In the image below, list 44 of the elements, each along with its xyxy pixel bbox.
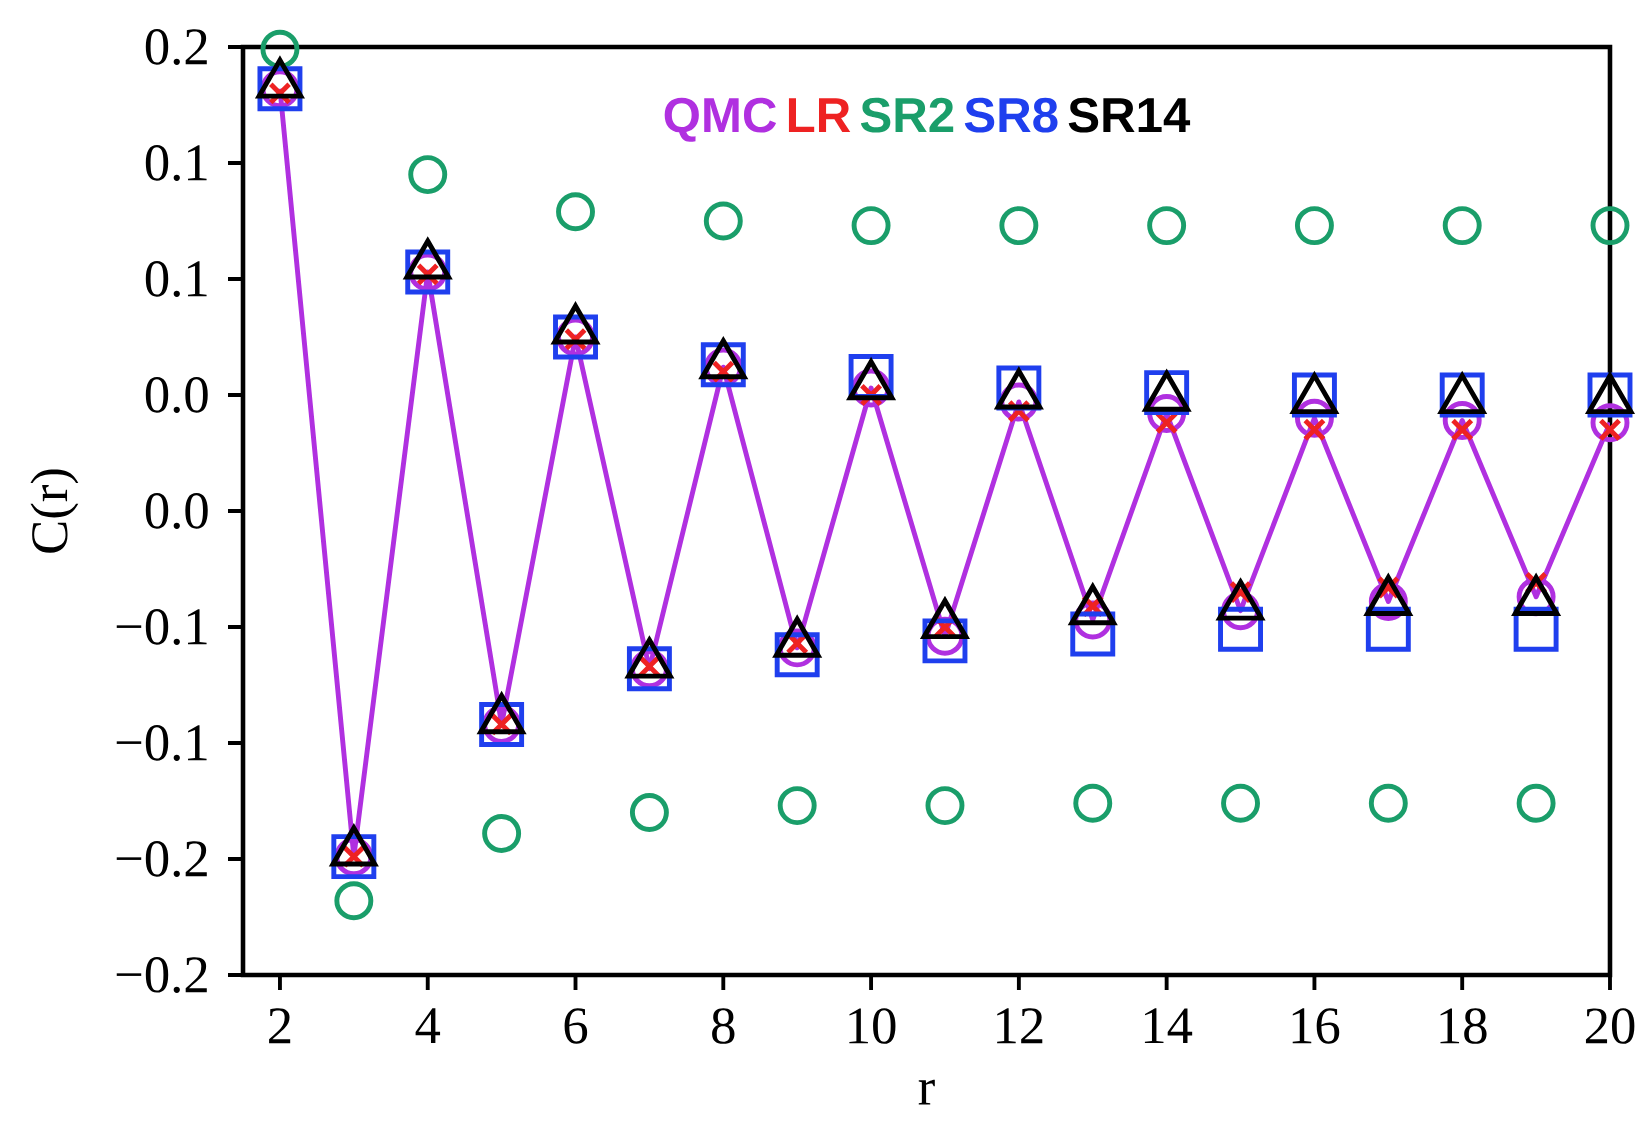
point: [1516, 783, 1556, 823]
point: [629, 793, 669, 833]
x-tick-label: 10: [849, 1008, 896, 1044]
y-axis-title: C(r): [30, 469, 79, 553]
y-tick-label: 0.1: [145, 261, 207, 297]
point: [334, 881, 374, 921]
y-tick-label: −0.1: [116, 609, 207, 645]
y-tick-label: −0.2: [116, 957, 207, 993]
x-tick-label: 20: [1585, 1008, 1635, 1044]
x-tick-label: 14: [1144, 1008, 1193, 1044]
text: QMC: [664, 97, 777, 142]
x-tick-label: 18: [1440, 1008, 1487, 1044]
text: SR14: [1068, 97, 1191, 133]
series-label: SR2: [860, 97, 954, 133]
point: [1147, 206, 1187, 246]
y-tick-label: 0.2: [145, 29, 207, 65]
point: [777, 786, 817, 826]
x-axis-title: r: [918, 1079, 935, 1105]
point: [703, 201, 743, 241]
x-tick-label: 6: [564, 1008, 588, 1044]
x-tick-label: 4: [415, 1008, 441, 1043]
point: [1590, 206, 1630, 246]
point: [1073, 783, 1113, 823]
point: [408, 155, 448, 195]
text: LR: [788, 98, 851, 133]
point: [1368, 783, 1408, 823]
y-tick-label: 0.1: [145, 145, 207, 181]
point: [482, 814, 522, 853]
text: SR8: [964, 97, 1058, 133]
point: [1294, 206, 1334, 246]
point: [999, 206, 1039, 246]
point: [1442, 206, 1482, 246]
y-tick-label: 0.0: [145, 493, 208, 529]
point: [1221, 783, 1260, 823]
x-tick-label: 16: [1292, 1008, 1340, 1044]
x-tick-label: 8: [712, 1008, 735, 1044]
point: [851, 206, 891, 246]
point: [556, 192, 595, 232]
y-tick-label: −0.2: [116, 841, 207, 877]
x-tick-label: 2: [269, 1008, 291, 1044]
point: [925, 786, 965, 826]
x-tick-label: 12: [997, 1008, 1043, 1044]
y-tick-label: −0.1: [116, 725, 207, 761]
y-tick-label: 0.0: [145, 377, 208, 413]
